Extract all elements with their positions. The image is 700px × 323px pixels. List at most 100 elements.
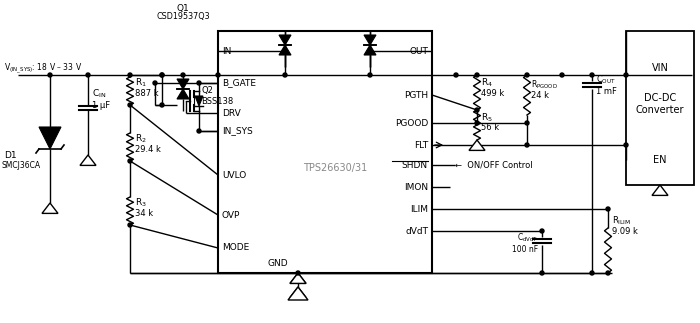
Text: R$_5$: R$_5$ xyxy=(481,112,493,124)
Circle shape xyxy=(160,103,164,107)
Text: R$_1$: R$_1$ xyxy=(135,77,147,89)
Circle shape xyxy=(128,103,132,107)
Polygon shape xyxy=(290,273,306,283)
Text: C$_{\mathsf{IN}}$: C$_{\mathsf{IN}}$ xyxy=(92,88,106,100)
Text: IN_SYS: IN_SYS xyxy=(222,127,253,136)
Polygon shape xyxy=(177,79,189,89)
Polygon shape xyxy=(42,203,58,214)
Text: OVP: OVP xyxy=(222,211,240,220)
Polygon shape xyxy=(290,273,306,283)
Text: TPS26630/31: TPS26630/31 xyxy=(303,163,367,173)
Text: R$_3$: R$_3$ xyxy=(135,197,147,209)
Text: BSS138: BSS138 xyxy=(201,97,233,106)
Text: IMON: IMON xyxy=(404,182,428,192)
Circle shape xyxy=(160,73,164,77)
Text: FLT: FLT xyxy=(414,141,428,150)
Text: 24 k: 24 k xyxy=(531,91,549,100)
Circle shape xyxy=(475,73,479,77)
Bar xyxy=(218,31,432,273)
Polygon shape xyxy=(364,45,376,55)
Text: 34 k: 34 k xyxy=(135,209,153,217)
Circle shape xyxy=(86,73,90,77)
Circle shape xyxy=(128,223,132,227)
Text: 100 nF: 100 nF xyxy=(512,245,538,254)
Text: VIN: VIN xyxy=(652,63,668,73)
Text: 1 μF: 1 μF xyxy=(92,100,110,109)
Polygon shape xyxy=(290,287,306,297)
Bar xyxy=(626,31,694,185)
Circle shape xyxy=(590,73,594,77)
Circle shape xyxy=(560,73,564,77)
Circle shape xyxy=(368,49,372,53)
Text: 9.09 k: 9.09 k xyxy=(612,227,638,236)
Text: Q2: Q2 xyxy=(201,87,213,96)
Circle shape xyxy=(540,271,544,275)
Polygon shape xyxy=(469,140,485,151)
Text: UVLO: UVLO xyxy=(222,171,246,180)
Circle shape xyxy=(540,229,544,233)
Circle shape xyxy=(283,49,287,53)
Text: SHDN: SHDN xyxy=(402,161,428,170)
Circle shape xyxy=(624,73,628,77)
Text: PGOOD: PGOOD xyxy=(395,119,428,128)
Circle shape xyxy=(48,73,52,77)
Text: EN: EN xyxy=(653,155,666,165)
Circle shape xyxy=(160,73,164,77)
Text: V$_{\mathsf{(IN\_SYS)}}$: 18 V – 33 V: V$_{\mathsf{(IN\_SYS)}}$: 18 V – 33 V xyxy=(4,62,83,76)
Circle shape xyxy=(153,81,157,85)
Text: R$_{\mathsf{ILIM}}$: R$_{\mathsf{ILIM}}$ xyxy=(612,215,631,227)
Text: IN: IN xyxy=(222,47,232,56)
Polygon shape xyxy=(652,185,668,195)
Text: 56 k: 56 k xyxy=(481,123,499,132)
Polygon shape xyxy=(279,45,291,55)
Circle shape xyxy=(624,143,628,147)
Text: C$_{\mathsf{OUT}}$: C$_{\mathsf{OUT}}$ xyxy=(596,74,615,86)
Circle shape xyxy=(197,129,201,133)
Circle shape xyxy=(606,271,610,275)
Text: dVdT: dVdT xyxy=(405,226,428,235)
Text: OUT: OUT xyxy=(409,47,428,56)
Circle shape xyxy=(475,108,479,112)
Text: ILIM: ILIM xyxy=(410,204,428,214)
Text: CSD19537Q3: CSD19537Q3 xyxy=(156,12,210,20)
Text: MODE: MODE xyxy=(222,244,249,253)
Text: PGTH: PGTH xyxy=(404,90,428,99)
Polygon shape xyxy=(279,35,291,45)
Text: R$_4$: R$_4$ xyxy=(481,77,493,89)
Circle shape xyxy=(525,143,529,147)
Text: DRV: DRV xyxy=(222,109,241,118)
Text: B_GATE: B_GATE xyxy=(222,78,256,88)
Text: 1 mF: 1 mF xyxy=(596,87,617,96)
Circle shape xyxy=(197,81,201,85)
Circle shape xyxy=(475,121,479,125)
Text: 29.4 k: 29.4 k xyxy=(135,144,161,153)
Polygon shape xyxy=(195,96,203,106)
Text: C$_{\mathsf{dVdT}}$: C$_{\mathsf{dVdT}}$ xyxy=(517,232,538,244)
Polygon shape xyxy=(364,35,376,45)
Circle shape xyxy=(128,159,132,163)
Text: R$_2$: R$_2$ xyxy=(135,133,147,145)
Text: Q1: Q1 xyxy=(176,4,190,13)
Circle shape xyxy=(128,73,132,77)
Circle shape xyxy=(525,121,529,125)
Circle shape xyxy=(283,73,287,77)
Circle shape xyxy=(296,271,300,275)
Circle shape xyxy=(181,73,185,77)
Circle shape xyxy=(590,271,594,275)
Polygon shape xyxy=(177,89,189,99)
Text: DC-DC: DC-DC xyxy=(644,93,676,103)
Text: GND: GND xyxy=(267,258,288,267)
Text: ←  ON/OFF Control: ← ON/OFF Control xyxy=(455,161,533,170)
Text: R$_{\mathsf{PGOOD}}$: R$_{\mathsf{PGOOD}}$ xyxy=(531,79,558,91)
Circle shape xyxy=(216,73,220,77)
Text: SMCJ36CA: SMCJ36CA xyxy=(2,162,41,171)
Polygon shape xyxy=(39,127,61,149)
Text: Converter: Converter xyxy=(636,105,685,115)
Text: D1: D1 xyxy=(4,151,17,160)
Text: 887 k: 887 k xyxy=(135,89,159,98)
Circle shape xyxy=(606,207,610,211)
Text: 499 k: 499 k xyxy=(481,89,504,98)
Polygon shape xyxy=(80,155,96,165)
Circle shape xyxy=(368,73,372,77)
Circle shape xyxy=(454,73,458,77)
